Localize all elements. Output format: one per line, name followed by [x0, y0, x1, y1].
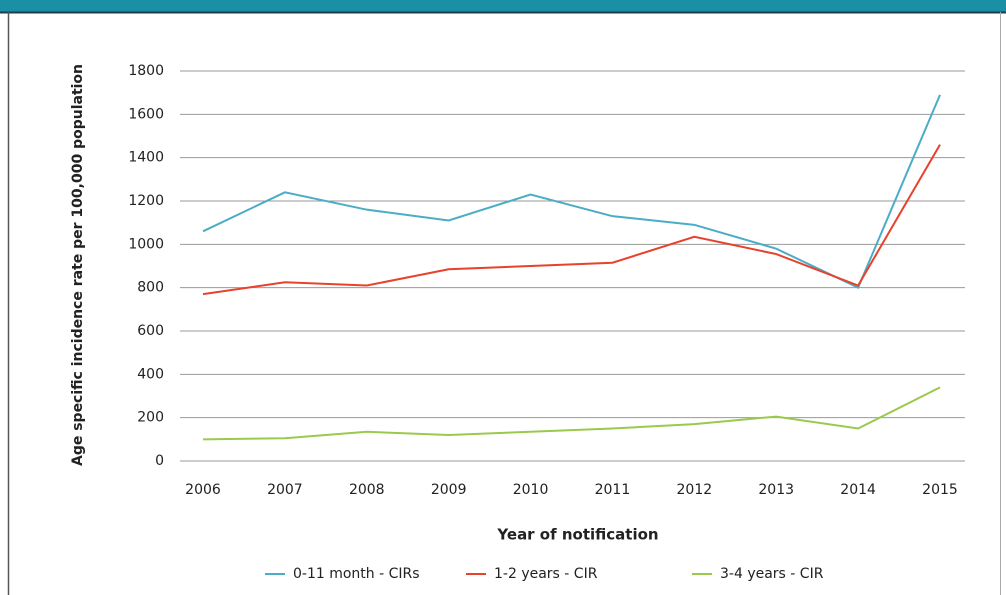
legend-label: 0-11 month - CIRs [293, 566, 420, 582]
x-tick-label: 2014 [840, 482, 876, 498]
y-tick-label: 600 [137, 323, 164, 339]
y-tick-label: 1200 [128, 193, 164, 209]
x-tick-label: 2011 [595, 482, 631, 498]
series-line [202, 144, 941, 296]
y-tick-label: 1400 [128, 150, 164, 166]
x-tick-label: 2008 [349, 482, 385, 498]
y-tick-label: 0 [155, 453, 164, 469]
y-tick-label: 1600 [128, 106, 164, 122]
x-tick-label: 2015 [922, 482, 958, 498]
legend-label: 1-2 years - CIR [494, 566, 598, 582]
header-bar [0, 0, 1006, 12]
x-tick-label: 2012 [677, 482, 713, 498]
y-tick-label: 800 [137, 280, 164, 296]
y-axis-label: Age specific incidence rate per 100,000 … [70, 64, 86, 466]
x-tick-label: 2007 [267, 482, 303, 498]
legend-label: 3-4 years - CIR [720, 566, 824, 582]
x-axis-label: Year of notification [496, 526, 658, 544]
y-tick-label: 400 [137, 366, 164, 382]
y-tick-label: 1800 [128, 63, 164, 79]
series-line [202, 386, 941, 441]
x-tick-label: 2013 [758, 482, 794, 498]
y-tick-label: 1000 [128, 236, 164, 252]
series-line [202, 94, 941, 290]
x-tick-label: 2009 [431, 482, 467, 498]
y-tick-label: 200 [137, 410, 164, 426]
x-tick-label: 2006 [185, 482, 221, 498]
x-tick-label: 2010 [513, 482, 549, 498]
